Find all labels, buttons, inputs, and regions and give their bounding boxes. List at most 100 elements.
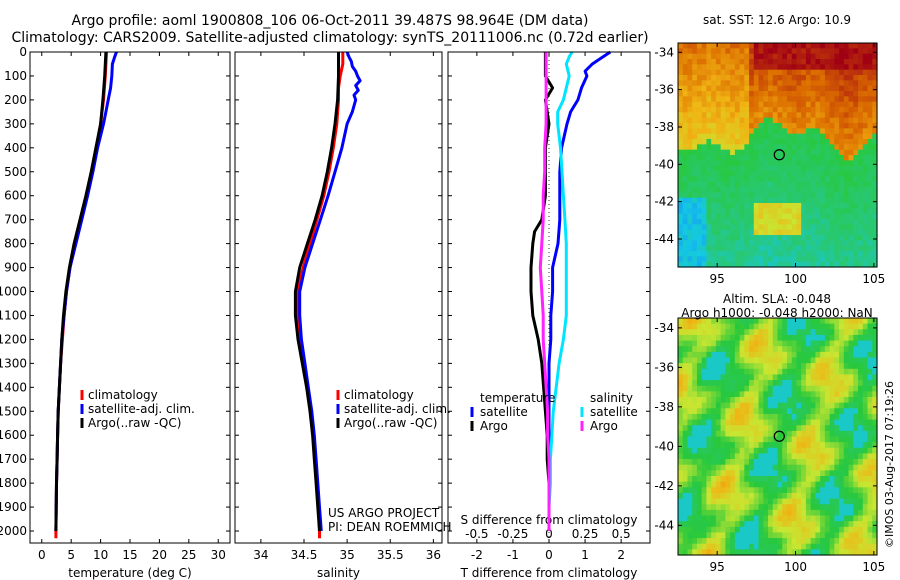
map-cell [768, 245, 774, 252]
map-cell [696, 64, 703, 71]
map-cell [739, 160, 745, 167]
map-cell [782, 413, 788, 421]
map-cell [824, 256, 831, 263]
map-cell [739, 197, 745, 204]
map-cell [858, 123, 864, 129]
map-cell [810, 261, 817, 268]
map-cell [701, 235, 708, 241]
map-cell [777, 144, 783, 151]
map-cell [796, 340, 802, 347]
map-cell [692, 75, 698, 81]
map-cell [843, 85, 850, 92]
x-tick-label: 20 [152, 548, 167, 562]
map-cell [848, 261, 854, 268]
map-cell [758, 187, 764, 193]
map-cell [867, 112, 873, 119]
map-cell [853, 192, 859, 199]
map-cell [853, 112, 859, 119]
map-cell [744, 436, 750, 443]
map-cell [696, 487, 703, 494]
map-cell [758, 112, 764, 119]
map-cell [734, 197, 741, 204]
map-cell [749, 368, 755, 376]
map-cell [720, 160, 726, 167]
map-cell [701, 91, 708, 97]
map-cell [829, 155, 835, 161]
map-cell [834, 144, 840, 151]
map-cell [786, 229, 793, 236]
map-cell [810, 334, 817, 342]
map-cell [696, 96, 703, 103]
map-cell [701, 261, 708, 268]
map-cell [796, 112, 802, 119]
map-cell [834, 487, 840, 494]
map-cell [791, 101, 798, 108]
map-cell [829, 385, 835, 392]
map-cell [796, 48, 802, 55]
map-cell [772, 323, 779, 330]
map-cell [786, 430, 793, 438]
map-cell [749, 346, 755, 353]
map-cell [701, 251, 708, 257]
difference-xlabel: T difference from climatology [460, 566, 638, 580]
map-cell [682, 160, 689, 167]
legend-entry: satellite-adj. clim. [88, 402, 195, 416]
map-cell [758, 509, 764, 517]
map-cell [801, 149, 807, 156]
map-cell [758, 176, 764, 183]
map-cell [744, 53, 750, 60]
map-cell [682, 53, 689, 60]
map-cell [848, 59, 854, 65]
map-cell [725, 487, 731, 494]
map-cell [753, 487, 760, 494]
map-cell [805, 229, 812, 236]
map-cell [725, 329, 731, 336]
map-cell [706, 549, 712, 556]
map-cell [678, 380, 684, 387]
map-cell [853, 515, 859, 522]
map-cell [867, 43, 873, 49]
map-cell [872, 64, 878, 71]
map-cell [758, 59, 764, 65]
map-cell [711, 408, 717, 415]
map-cell [696, 133, 703, 140]
map-cell [872, 112, 878, 119]
map-cell [820, 436, 826, 443]
map-cell [848, 165, 854, 172]
map-cell [820, 96, 826, 103]
map-cell [715, 107, 722, 113]
map-cell [720, 96, 726, 103]
map-cell [839, 346, 845, 353]
map-cell [801, 155, 807, 161]
map-cell [768, 402, 774, 409]
map-cell [768, 425, 774, 432]
legend-entry: Argo(..raw -QC) [344, 416, 437, 430]
map-cell [824, 476, 831, 483]
map-cell [853, 504, 859, 511]
map-cell [772, 245, 779, 252]
map-cell [853, 526, 859, 534]
map-cell [772, 459, 779, 466]
map-cell [720, 128, 726, 135]
map-cell [782, 340, 788, 347]
map-cell [867, 219, 873, 225]
x-tick-label: 30 [211, 548, 226, 562]
map-cell [744, 442, 750, 449]
map-cell [725, 80, 731, 87]
map-cell [682, 139, 689, 145]
map-cell [772, 391, 779, 398]
map-cell [782, 470, 788, 477]
map-cell [829, 229, 835, 236]
map-cell [801, 351, 807, 359]
map-cell [834, 442, 840, 449]
map-cell [706, 213, 712, 220]
map-cell [862, 453, 869, 460]
map-cell [782, 48, 788, 55]
map-cell [753, 128, 760, 135]
map-cell [872, 380, 878, 387]
map-cell [777, 229, 783, 236]
map-cell [720, 123, 726, 129]
map-cell [711, 357, 717, 364]
map-cell [786, 442, 793, 449]
map-cell [853, 419, 859, 426]
